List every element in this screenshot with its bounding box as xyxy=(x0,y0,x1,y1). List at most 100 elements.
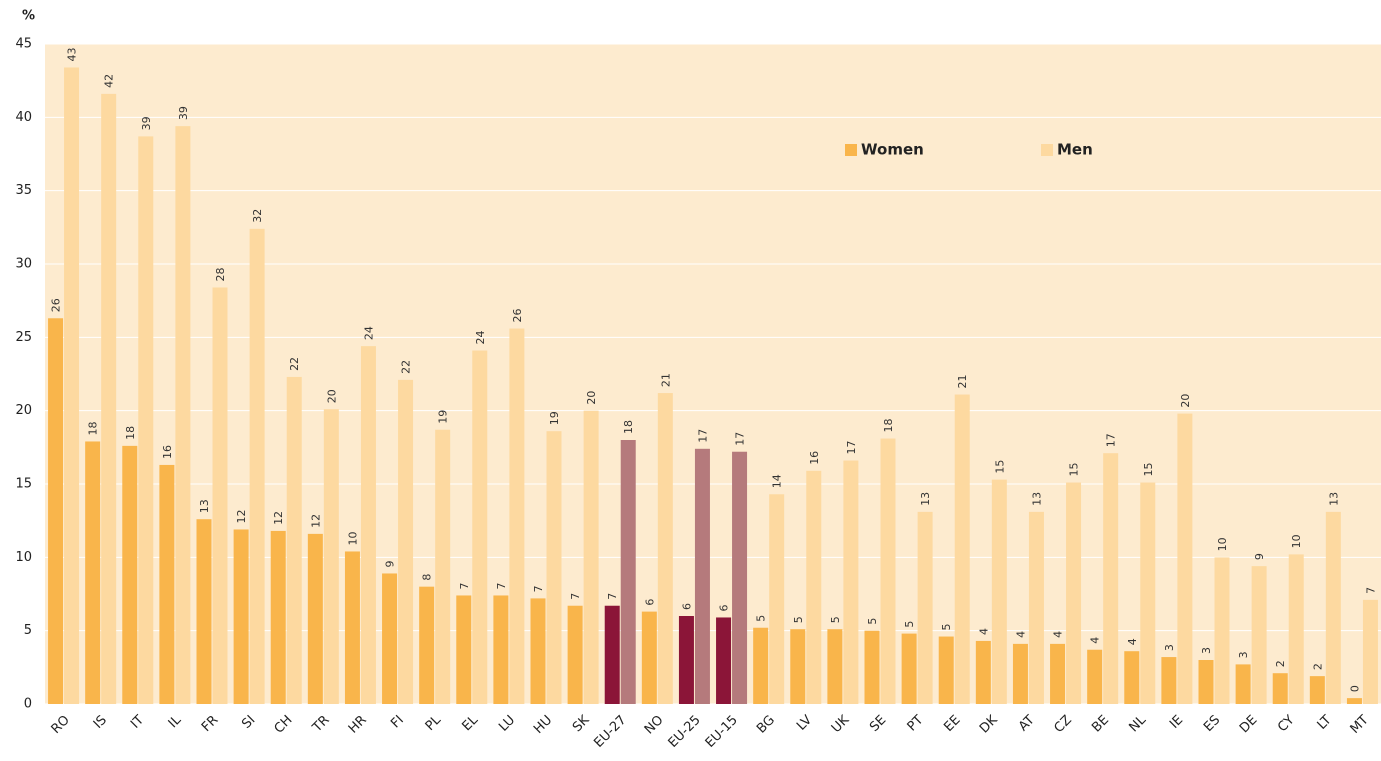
value-label: 7 xyxy=(458,582,471,589)
value-label: 15 xyxy=(1068,463,1081,477)
value-label: 24 xyxy=(362,326,375,340)
bar xyxy=(546,431,562,704)
value-label: 20 xyxy=(325,389,338,403)
bar xyxy=(694,448,710,704)
bar xyxy=(991,479,1007,704)
bar xyxy=(917,511,933,704)
bar xyxy=(1346,698,1362,704)
value-label: 19 xyxy=(437,410,450,424)
x-tick-label: TR xyxy=(309,713,332,736)
value-label: 6 xyxy=(643,599,656,606)
bar xyxy=(472,350,488,704)
value-label: 16 xyxy=(808,451,821,465)
value-label: 10 xyxy=(346,531,359,545)
bar xyxy=(1012,643,1028,704)
value-label: 8 xyxy=(421,574,434,581)
x-tick-label: LT xyxy=(1315,713,1335,733)
x-tick-label: LU xyxy=(496,713,518,735)
bar xyxy=(716,617,732,704)
bar xyxy=(1272,673,1288,704)
value-label: 5 xyxy=(829,616,842,623)
value-label: 4 xyxy=(977,628,990,635)
bar xyxy=(1235,664,1251,704)
x-tick-label: RO xyxy=(49,713,73,737)
value-label: 5 xyxy=(866,618,879,625)
bar xyxy=(1087,649,1103,704)
x-tick-label: SE xyxy=(867,713,889,735)
x-tick-label: SI xyxy=(239,713,258,732)
value-label: 13 xyxy=(198,499,211,513)
value-label: 7 xyxy=(532,585,545,592)
y-tick-label: 40 xyxy=(15,110,32,125)
bar xyxy=(233,529,249,704)
bar xyxy=(567,605,583,704)
x-tick-label: AT xyxy=(1016,713,1038,735)
y-tick-label: 25 xyxy=(15,330,32,345)
value-label: 17 xyxy=(845,441,858,455)
bar xyxy=(657,393,673,704)
x-tick-label: CH xyxy=(272,713,296,737)
bar xyxy=(530,598,546,704)
bar xyxy=(641,611,657,704)
value-label: 17 xyxy=(696,429,709,443)
x-tick-label: HU xyxy=(531,713,555,737)
x-tick-label: NO xyxy=(642,713,667,738)
x-tick-label: DK xyxy=(977,712,1001,736)
value-label: 39 xyxy=(140,116,153,130)
bar xyxy=(880,438,896,704)
bar xyxy=(1362,599,1378,704)
x-tick-label: SK xyxy=(570,712,593,735)
x-tick-label: BE xyxy=(1089,713,1112,736)
legend-swatch xyxy=(1041,144,1053,156)
bar xyxy=(732,451,748,704)
x-tick-label: PL xyxy=(423,712,445,734)
bar xyxy=(1177,413,1193,704)
bar xyxy=(1103,453,1119,704)
value-label: 19 xyxy=(548,411,561,425)
value-label: 43 xyxy=(66,47,79,61)
bar xyxy=(196,519,212,704)
bar xyxy=(790,629,806,704)
value-label: 16 xyxy=(161,445,174,459)
y-tick-label: 15 xyxy=(15,477,32,492)
value-label: 2 xyxy=(1274,660,1287,667)
x-tick-label: CY xyxy=(1275,713,1298,736)
x-tick-label: EU-25 xyxy=(666,713,704,751)
x-tick-label: FR xyxy=(199,713,221,735)
bar xyxy=(1251,566,1267,704)
value-label: 13 xyxy=(1030,492,1043,506)
value-label: 4 xyxy=(1052,631,1065,638)
y-tick-label: 20 xyxy=(15,403,32,418)
value-label: 5 xyxy=(940,624,953,631)
value-label: 20 xyxy=(1179,394,1192,408)
bar xyxy=(678,616,694,704)
value-label: 18 xyxy=(622,420,635,434)
bar xyxy=(1161,657,1177,704)
value-label: 12 xyxy=(272,511,285,525)
value-label: 21 xyxy=(659,373,672,387)
value-label: 39 xyxy=(177,106,190,120)
value-label: 9 xyxy=(384,560,397,567)
bar xyxy=(286,376,302,704)
value-label: 26 xyxy=(50,298,63,312)
bar xyxy=(938,636,954,704)
x-tick-label: HR xyxy=(346,713,370,737)
bar xyxy=(323,409,339,704)
y-tick-label: 10 xyxy=(15,550,32,565)
legend-label: Men xyxy=(1057,141,1093,159)
bar xyxy=(159,464,175,704)
value-label: 22 xyxy=(400,360,413,374)
value-label: 3 xyxy=(1200,647,1213,654)
x-tick-label: MT xyxy=(1348,713,1372,737)
legend-label: Women xyxy=(861,141,924,159)
bar xyxy=(270,530,286,704)
bar xyxy=(604,605,620,704)
bar xyxy=(1288,554,1304,704)
x-tick-label: EU-15 xyxy=(703,713,741,751)
value-label: 17 xyxy=(734,432,747,446)
value-label: 17 xyxy=(1105,433,1118,447)
value-label: 18 xyxy=(124,426,137,440)
value-label: 5 xyxy=(792,616,805,623)
bar xyxy=(1309,676,1325,704)
bar xyxy=(101,93,117,704)
